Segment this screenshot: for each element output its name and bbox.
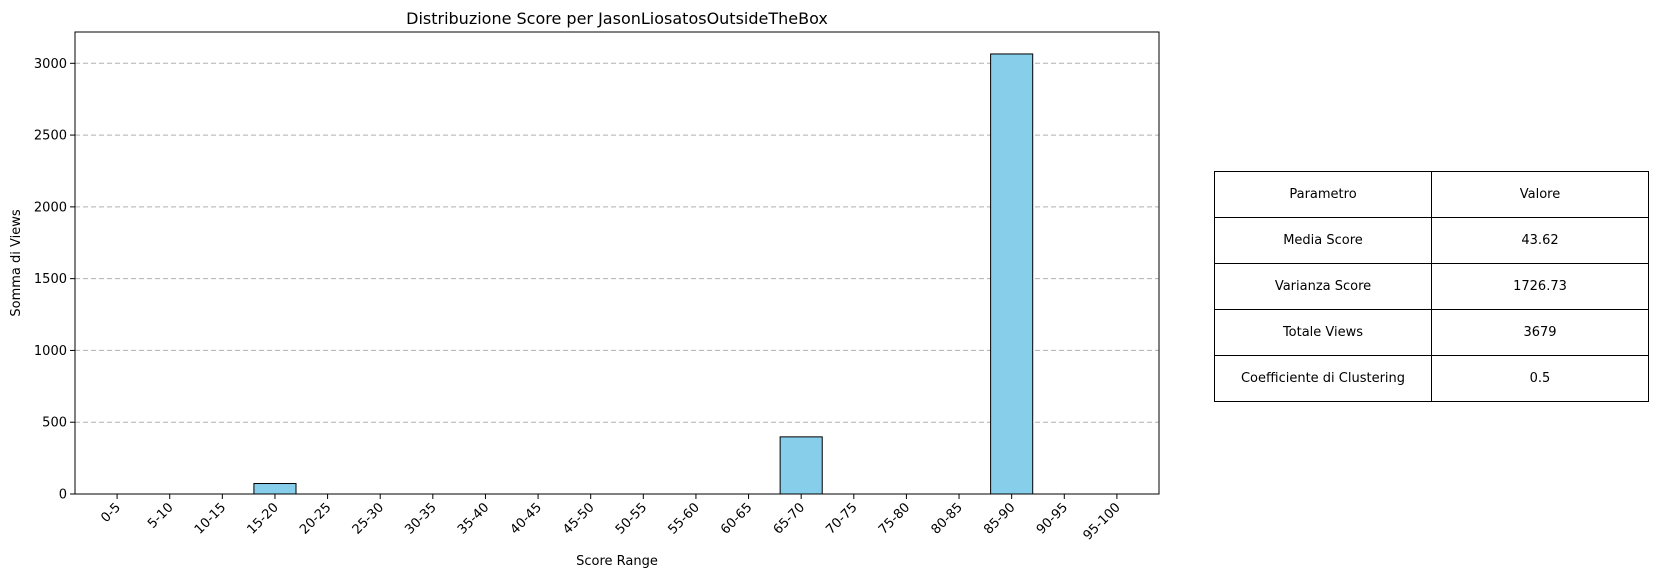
table-header-row: Parametro Valore: [1214, 171, 1649, 218]
table-row: Media Score 43.62: [1214, 217, 1649, 264]
x-tick-label: 95-100: [1081, 500, 1124, 543]
x-tick-label: 20-25: [297, 500, 334, 537]
chart-title: Distribuzione Score per JasonLiosatosOut…: [406, 9, 828, 28]
x-tick-label: 25-30: [350, 500, 387, 537]
y-tick-label: 3000: [34, 57, 67, 72]
x-tick-label: 70-75: [823, 500, 860, 537]
x-tick-label: 45-50: [560, 500, 597, 537]
x-axis-ticks: 0-5 5-10 10-15 15-20 20-25 25-30 30-35 35-40 40-…: [98, 494, 1124, 543]
x-tick-label: 30-35: [402, 500, 439, 537]
x-tick-label: 80-85: [929, 500, 966, 537]
x-tick-label: 50-55: [613, 500, 650, 537]
x-tick-label: 85-90: [981, 500, 1018, 537]
x-tick-label: 5-10: [145, 500, 176, 531]
table-row: Coefficiente di Clustering 0.5: [1214, 355, 1649, 402]
x-tick-label: 0-5: [98, 500, 124, 526]
y-axis-label: Somma di Views: [9, 209, 24, 316]
table-cell-parameter: Coefficiente di Clustering: [1214, 355, 1432, 402]
y-tick-label: 1500: [34, 272, 67, 287]
bar-chart: 0 500 1000 1500 2000 2500 3000 0-5 5-10 10-15 15-…: [9, 9, 1160, 569]
table-cell-value: 3679: [1431, 309, 1649, 356]
table-cell-value: 0.5: [1431, 355, 1649, 402]
table-header-cell: Valore: [1431, 171, 1649, 218]
x-tick-label: 65-70: [771, 500, 808, 537]
stats-table: Parametro Valore Media Score 43.62 Varia…: [1214, 171, 1649, 402]
x-tick-label: 60-65: [718, 500, 755, 537]
bars: [253, 53, 1034, 495]
y-tick-label: 0: [59, 488, 67, 503]
table-row: Totale Views 3679: [1214, 309, 1649, 356]
y-tick-label: 1000: [34, 344, 67, 359]
table-cell-parameter: Varianza Score: [1214, 263, 1432, 310]
plot-frame: [74, 31, 1160, 495]
x-tick-label: 35-40: [455, 500, 492, 537]
y-tick-label: 2500: [34, 129, 67, 144]
y-axis-ticks: 0 500 1000 1500 2000 2500 3000: [34, 57, 75, 503]
table-cell-parameter: Totale Views: [1214, 309, 1432, 356]
table-cell-value: 1726.73: [1431, 263, 1649, 310]
y-tick-label: 2000: [34, 200, 67, 215]
x-tick-label: 10-15: [192, 500, 229, 537]
x-tick-label: 55-60: [665, 500, 702, 537]
table-cell-value: 43.62: [1431, 217, 1649, 264]
x-axis-label: Score Range: [576, 554, 658, 569]
table-header-cell: Parametro: [1214, 171, 1432, 218]
x-tick-label: 40-45: [508, 500, 545, 537]
table-cell-parameter: Media Score: [1214, 217, 1432, 264]
x-tick-label: 75-80: [876, 500, 913, 537]
bar-85-90: [990, 53, 1034, 495]
y-tick-label: 500: [42, 416, 67, 431]
x-tick-label: 90-95: [1034, 500, 1071, 537]
bar-65-70: [779, 436, 823, 495]
table-row: Varianza Score 1726.73: [1214, 263, 1649, 310]
bar-15-20: [253, 483, 297, 495]
x-tick-label: 15-20: [244, 500, 281, 537]
